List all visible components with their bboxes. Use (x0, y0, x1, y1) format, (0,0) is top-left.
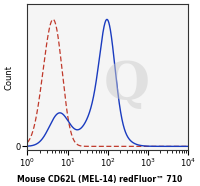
Y-axis label: Count: Count (4, 65, 13, 90)
Text: Q: Q (104, 59, 150, 110)
Text: Mouse CD62L (MEL-14) redFluor™ 710: Mouse CD62L (MEL-14) redFluor™ 710 (17, 175, 183, 184)
